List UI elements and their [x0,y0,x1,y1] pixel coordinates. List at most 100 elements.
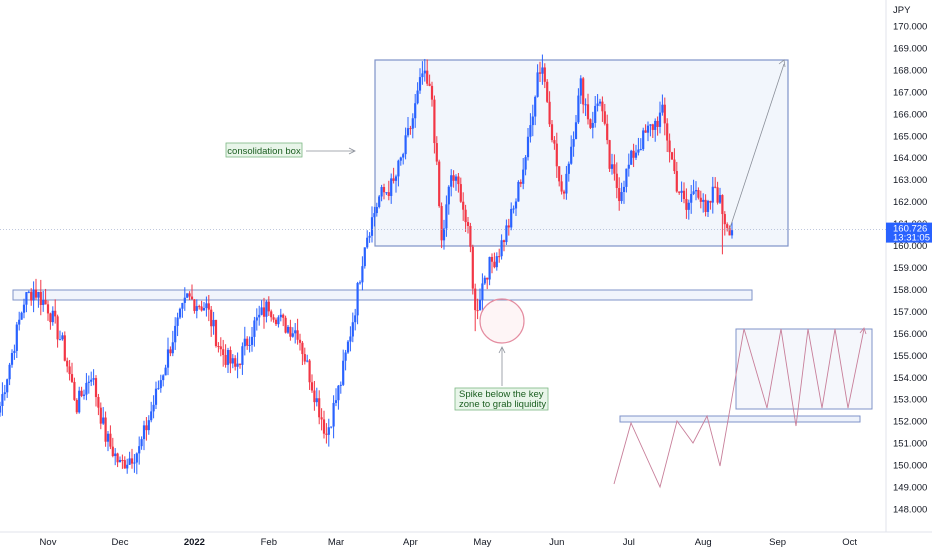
candle-body [265,301,268,317]
candle-body [454,176,458,181]
y-tick-label: 156.000 [893,329,927,340]
candle-body [226,350,230,365]
candle-body [399,157,402,161]
candle-body [394,176,398,181]
candle-body [10,352,14,365]
candle-body [46,304,50,314]
candle-body [526,136,530,158]
candle-body [114,453,117,457]
candle-body [150,411,153,421]
currency-label: JPY [893,5,911,16]
candle-body [80,390,83,396]
candle-body [178,308,182,318]
candle-body [63,335,66,361]
candle-body [162,375,165,381]
candle-body [82,394,86,396]
candle-body [219,346,222,350]
candle-body [673,159,676,172]
candle-body [404,135,407,155]
candle-body [354,315,357,323]
candle-body [728,227,731,236]
candle-body [243,338,246,347]
candle-body [699,197,702,202]
candle-body [322,419,326,434]
candle-body [212,319,215,327]
candle-body [205,303,208,309]
candle-body [49,313,52,323]
candle-body [118,459,122,463]
candle-body [306,360,309,362]
candle-body [193,299,196,311]
candle-body [651,124,654,130]
candle-body [723,214,726,225]
price-axis[interactable]: JPY 148.000 149.000 150.000 151.000 152.000 15… [886,5,932,516]
schematic-box [735,328,873,410]
x-tick-label: Jun [549,537,564,548]
candle-body [406,128,410,136]
candle-body [342,360,345,385]
candle-body [325,433,328,435]
y-tick-label: 148.000 [893,505,927,516]
candle-body [366,237,369,248]
candle-body [332,402,335,427]
consolidation-label: consolidation box [227,146,301,157]
candle-body [349,336,352,342]
candle-body [555,143,558,167]
candle-body [241,346,244,365]
time-axis[interactable]: Nov Dec 2022 Feb Mar Apr May Jun Jul Aug Sep Oct [40,537,858,548]
candle-body [637,149,640,153]
candle-body [570,146,573,164]
candle-body [714,186,717,188]
candle-body [603,111,606,124]
candle-body [608,140,611,169]
candle-body [229,350,232,364]
candle-body [447,186,450,205]
candle-body [498,256,501,258]
y-tick-label: 153.000 [893,395,927,406]
candle-body [6,379,9,393]
candle-body [656,120,659,127]
candle-body [70,374,74,382]
candle-body [169,349,172,354]
y-tick-label: 151.000 [893,439,927,450]
candle-body [102,417,105,424]
candle-body [190,296,194,300]
candle-body [236,363,239,367]
y-tick-label: 152.000 [893,417,927,428]
candle-body [519,181,522,184]
x-tick-label: Apr [403,537,418,548]
candle-body [68,366,71,375]
candle-body [356,283,359,316]
candle-body [649,124,652,126]
candle-body [296,330,299,340]
candle-body [476,310,479,312]
candle-body [75,399,78,413]
candle-body [445,204,448,229]
candle-body [238,363,242,365]
candle-body [246,338,249,346]
zones [12,59,873,423]
candle-body [541,67,544,74]
candle-body [284,317,287,333]
candle-body [315,398,318,403]
candle-body [630,150,633,165]
candle-body [675,171,678,192]
projection-arrow [728,63,785,232]
candle-body [730,230,734,236]
candle-body [130,458,134,464]
candle-body [44,299,47,305]
candle-body [435,143,438,162]
candle-body [286,326,290,333]
candle-body [423,70,426,74]
candle-body [421,73,424,78]
candle-body [318,398,321,418]
candle-body [234,358,237,367]
candle-body [553,140,556,144]
candle-body [111,446,114,457]
candle-body [25,292,28,305]
y-tick-label: 163.000 [893,175,927,186]
candle-body [308,360,311,383]
candle-body [382,187,386,193]
candle-body [224,355,227,365]
